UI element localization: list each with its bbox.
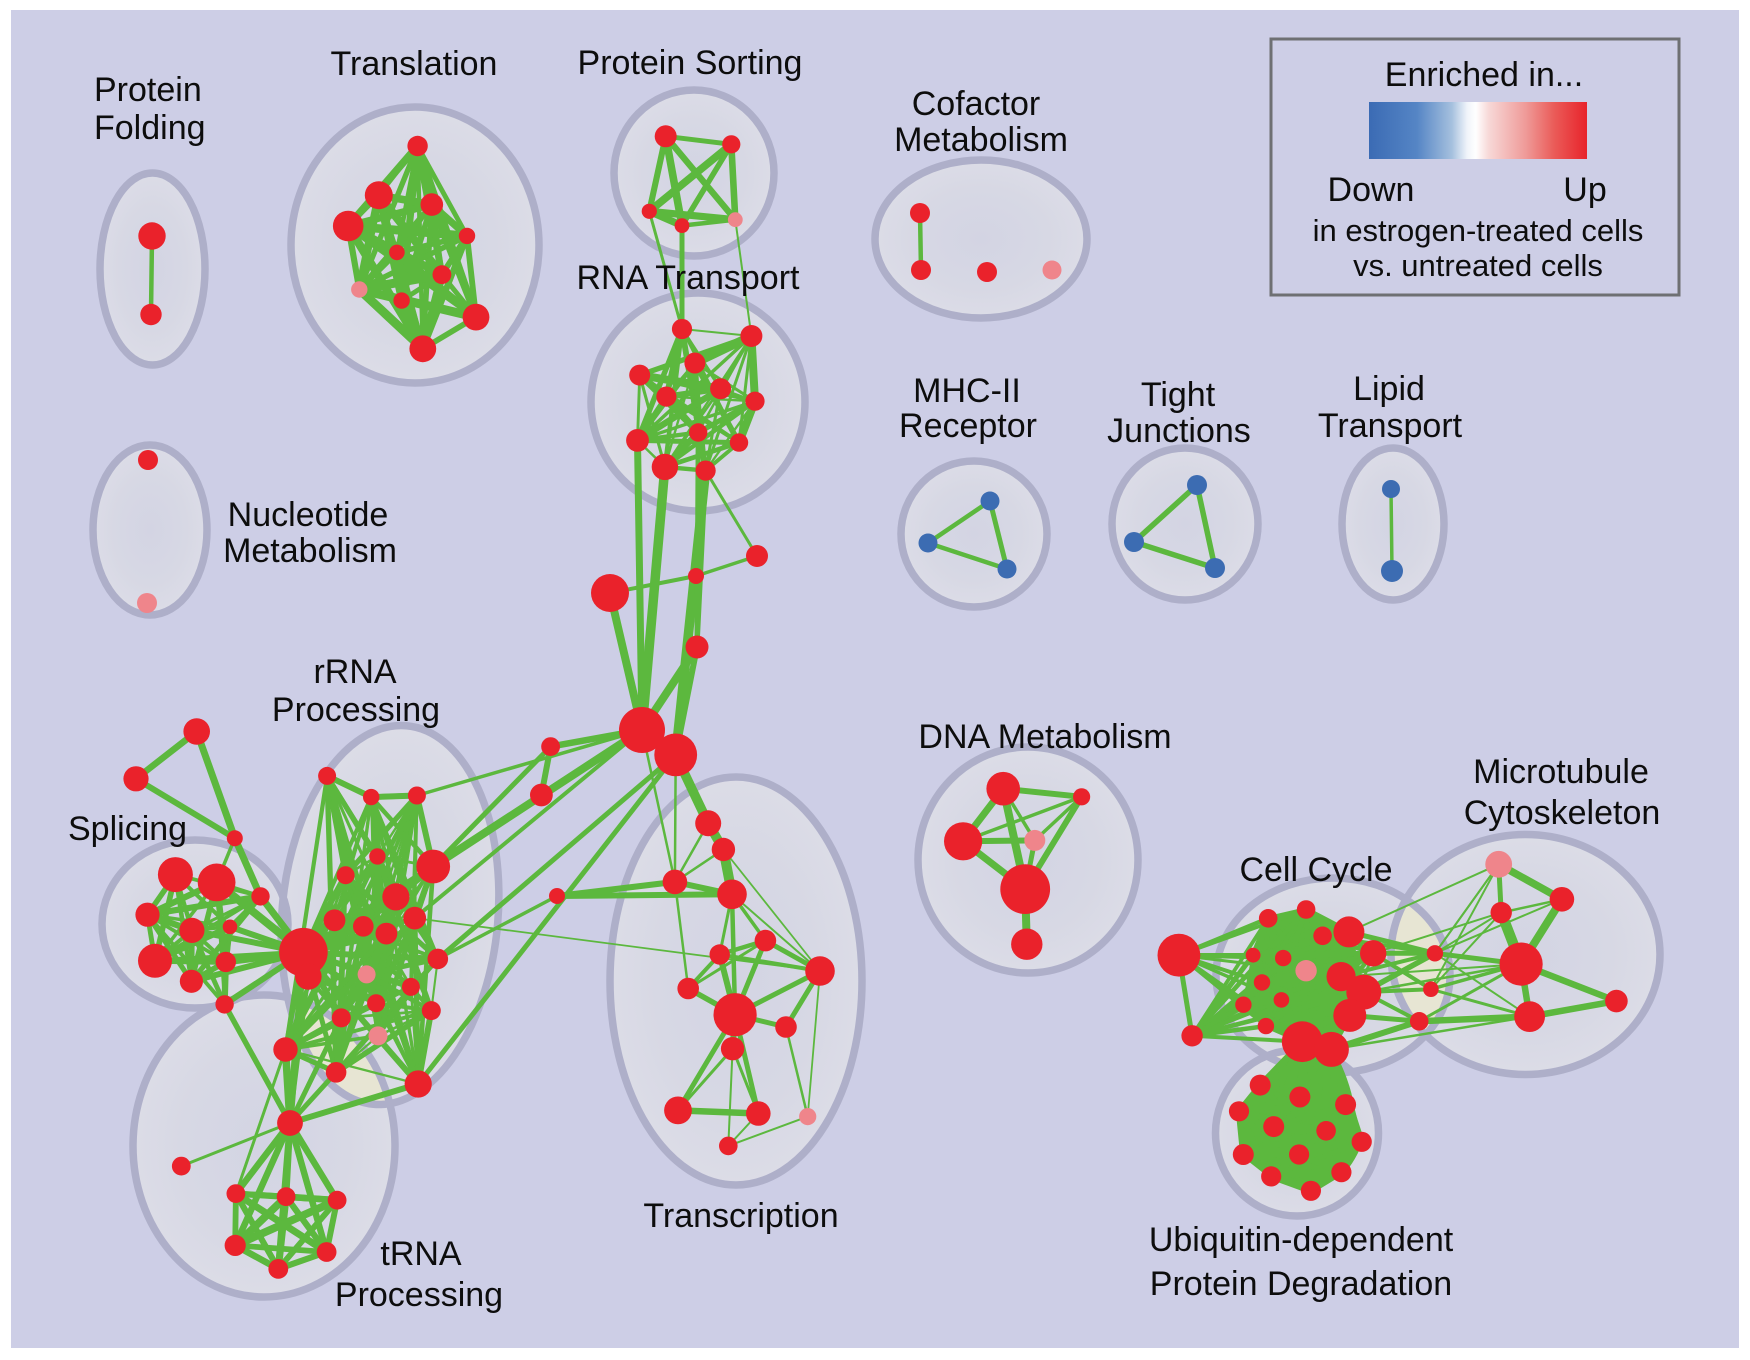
svg-text:Ubiquitin-dependent: Ubiquitin-dependent [1149,1221,1454,1259]
svg-text:Translation: Translation [331,45,498,83]
svg-text:Protein Sorting: Protein Sorting [578,44,803,82]
svg-text:Tight: Tight [1141,376,1216,414]
svg-text:RNA Transport: RNA Transport [577,259,801,297]
svg-text:Metabolism: Metabolism [223,532,397,570]
svg-text:Processing: Processing [272,691,440,729]
svg-text:Microtubule: Microtubule [1473,753,1649,791]
svg-text:MHC-II: MHC-II [913,372,1021,410]
svg-text:Up: Up [1563,171,1606,209]
svg-text:Transcription: Transcription [643,1197,838,1235]
svg-text:Splicing: Splicing [68,810,187,848]
svg-text:Cytoskeleton: Cytoskeleton [1464,794,1661,832]
svg-text:Nucleotide: Nucleotide [228,496,389,534]
svg-text:Junctions: Junctions [1107,412,1251,450]
svg-text:Cell Cycle: Cell Cycle [1239,851,1392,889]
svg-text:Lipid: Lipid [1353,370,1425,408]
svg-text:Down: Down [1328,171,1415,209]
svg-text:tRNA: tRNA [380,1235,462,1273]
svg-text:vs. untreated cells: vs. untreated cells [1353,248,1603,283]
svg-text:DNA Metabolism: DNA Metabolism [918,718,1171,756]
svg-text:Protein Degradation: Protein Degradation [1150,1265,1452,1303]
svg-text:Metabolism: Metabolism [894,121,1068,159]
svg-text:in estrogen-treated cells: in estrogen-treated cells [1313,213,1644,248]
svg-text:Enriched in...: Enriched in... [1385,56,1583,94]
svg-text:Protein: Protein [94,71,202,109]
svg-text:Cofactor: Cofactor [912,85,1041,123]
svg-text:rRNA: rRNA [313,653,396,691]
svg-text:Folding: Folding [94,109,206,147]
svg-text:Processing: Processing [335,1276,503,1314]
svg-text:Receptor: Receptor [899,407,1037,445]
svg-text:Transport: Transport [1318,407,1463,445]
